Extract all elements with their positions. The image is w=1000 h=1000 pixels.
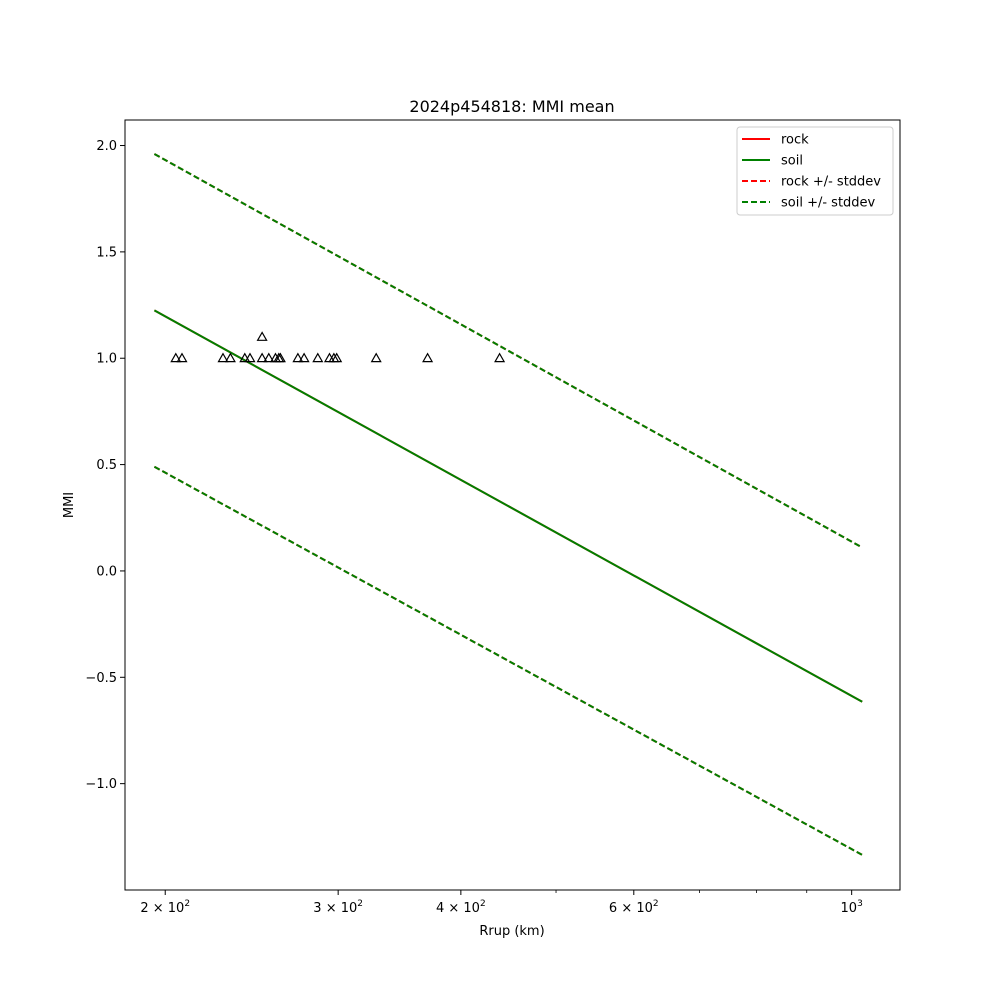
legend-label: soil [781,154,803,169]
y-tick-label: 0.5 [96,458,117,473]
series-lines [153,153,863,856]
observation-marker [176,352,188,363]
observation-marker [298,352,310,363]
legend-box [736,126,894,216]
observation-marker [292,352,304,363]
observation-marker [239,352,251,363]
observation-marker [170,352,182,363]
y-tick-label: −1.0 [85,777,117,792]
y-tick-label: 1.5 [96,245,117,260]
legend-label: rock [781,133,809,148]
observation-marker [256,352,268,363]
y-tick-label: 2.0 [96,139,117,154]
plot-frame [124,119,901,891]
observation-marker [263,352,275,363]
y-tick-label: −0.5 [85,671,117,686]
chart-title: 2024p454818: MMI mean [409,97,614,116]
observation-marker [244,352,256,363]
observation-marker [422,352,434,363]
series-line-1 [153,309,863,703]
x-tick-label: 6 × 102 [609,899,659,916]
observation-marker [274,352,286,363]
observation-marker [217,352,229,363]
x-tick-label: 3 × 102 [313,899,363,916]
observation-marker [256,331,268,341]
legend-label: rock +/- stddev [781,175,881,190]
observation-marker [370,352,382,363]
observation-marker [312,352,324,363]
legend: rock soil rock +/- stddev soil +/- stddev [736,126,894,216]
y-tick-label: 0.0 [96,564,117,579]
y-axis-label: MMI [62,492,77,518]
y-axis: 2.0 1.5 1.0 0.5 0.0 −0.5 −1.0 [85,139,125,792]
observation-marker [331,352,343,363]
observation-marker [494,352,506,363]
legend-label: soil +/- stddev [781,196,876,211]
y-tick-label: 1.0 [96,352,117,367]
observation-marker [224,352,236,363]
x-tick-label: 2 × 102 [140,899,190,916]
observation-markers [170,331,506,363]
x-axis: 2 × 102 3 × 102 4 × 102 6 × 102 103 [140,890,863,916]
x-tick-label: 4 × 102 [436,899,486,916]
x-axis-label: Rrup (km) [479,924,544,939]
x-tick-label: 103 [841,899,863,916]
